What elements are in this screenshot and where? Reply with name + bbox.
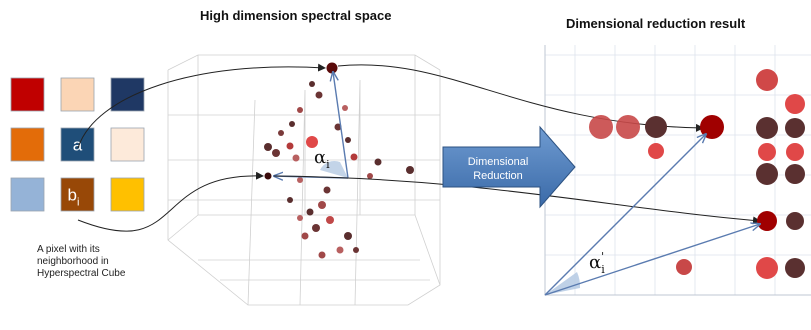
angle-label-left: αi [314,147,330,171]
pixel-cell [110,77,145,112]
angle-wedge-right [545,272,581,295]
cube-3d [167,54,441,306]
pixel-cell [60,127,95,162]
point [756,69,778,91]
point [786,143,804,161]
reduction-label-line-2: Reduction [473,170,523,182]
grid-caption-line-2: neighborhood in [37,256,109,267]
point [336,246,344,254]
point [785,118,805,138]
point [315,91,323,99]
point [286,142,294,150]
point [306,208,314,216]
grid-caption-line-1: A pixel with its [37,244,100,255]
vector-a-3d [333,72,349,179]
point [326,216,334,224]
reduction-label-line-1: Dimensional [468,156,529,168]
point [292,154,300,162]
point [342,105,348,111]
point [264,172,272,180]
point [786,212,804,230]
grid-caption-line-3: Hyperspectral Cube [37,268,126,279]
spectral-points [264,62,414,259]
point [297,107,303,113]
point [309,81,315,87]
point [785,258,805,278]
angle-label-right: α' i [589,250,605,276]
point [318,251,326,259]
point [700,115,724,139]
point [676,259,692,275]
mapping-arrow-b [77,171,264,232]
point [616,115,640,139]
point [350,153,358,161]
point [757,211,777,231]
point [406,166,414,174]
pixel-cell [110,127,145,162]
point [287,197,293,203]
result-points [589,69,805,279]
point [785,164,805,184]
point [353,247,359,253]
angle-wedge-left [320,160,348,178]
point [272,149,280,157]
point [334,123,342,131]
point [301,232,309,240]
vector-a-reduced [544,134,706,296]
point [645,116,667,138]
point [345,137,351,143]
point [756,117,778,139]
pixel-cell-label: a [73,136,83,155]
left-title: High dimension spectral space [200,8,391,23]
pixel-cell-label: bi [68,186,80,209]
result-arrow-a [337,64,704,132]
point [306,136,318,148]
point [264,143,272,151]
point [756,257,778,279]
point [344,232,352,240]
pixel-cell [10,127,45,162]
point [323,186,331,194]
vector-b-reduced [544,224,760,296]
pixel-cell [110,177,145,212]
point [326,62,338,74]
right-title: Dimensional reduction result [566,16,746,31]
point [297,215,303,221]
pixel-neighborhood-grid: a bi [10,77,145,212]
pixel-cell [60,177,95,212]
result-arrow-b [273,175,761,225]
point [785,94,805,114]
pixel-cell [60,77,95,112]
point [589,115,613,139]
point [648,143,664,159]
point [278,130,284,136]
point [367,173,373,179]
point [297,177,303,183]
pixel-cell [10,77,45,112]
point [312,224,320,232]
point [289,121,295,127]
point [756,163,778,185]
point [758,143,776,161]
mapping-arrow-a [77,63,326,149]
point [318,201,326,209]
dimensional-reduction-arrow: Dimensional Reduction [442,125,576,209]
pixel-cell [10,177,45,212]
point [374,158,382,166]
